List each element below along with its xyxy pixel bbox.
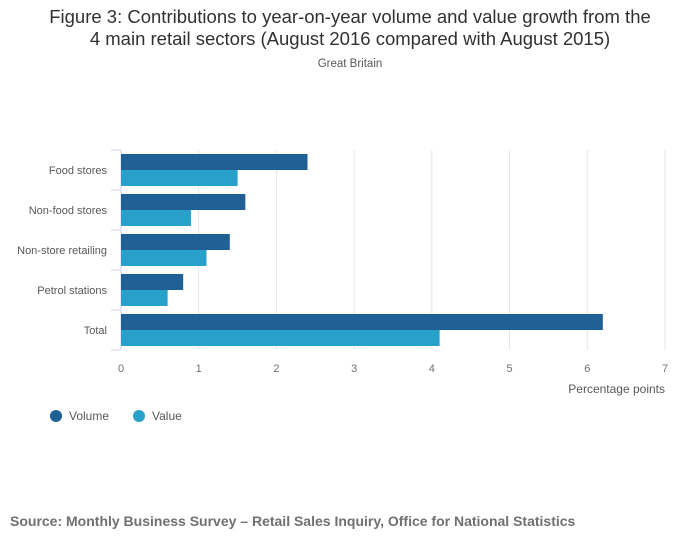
category-label: Non-food stores	[29, 205, 108, 217]
chart-subtitle: Great Britain	[317, 58, 383, 70]
bar-volume	[121, 314, 603, 330]
legend-label-volume: Volume	[69, 409, 109, 423]
chart-title-line-1: Figure 3: Contributions to year-on-year …	[49, 6, 651, 27]
x-tick-label: 6	[584, 363, 590, 375]
bar-volume	[121, 234, 230, 250]
source-note: Source: Monthly Business Survey – Retail…	[10, 513, 576, 529]
bar-value	[121, 330, 440, 346]
x-tick-label: 4	[429, 363, 435, 375]
bar-volume	[121, 274, 184, 290]
bar-volume	[121, 154, 308, 170]
bar-value	[121, 290, 168, 306]
x-tick-label: 0	[118, 363, 124, 375]
chart-title: Figure 3: Contributions to year-on-year …	[0, 6, 700, 50]
x-tick-label: 7	[662, 363, 668, 375]
x-axis-title: Percentage points	[568, 382, 665, 396]
bar-value	[121, 250, 207, 266]
bar-volume	[121, 194, 246, 210]
category-label: Petrol stations	[37, 285, 107, 297]
bar-value	[121, 210, 191, 226]
category-label: Non-store retailing	[17, 245, 107, 257]
category-label: Total	[84, 325, 107, 337]
chart-title-line-2: 4 main retail sectors (August 2016 compa…	[89, 28, 611, 49]
bar-value	[121, 170, 238, 186]
x-tick-label: 5	[507, 363, 513, 375]
legend-label-value: Value	[152, 409, 182, 423]
legend-marker-volume	[50, 410, 62, 422]
x-tick-label: 1	[196, 363, 202, 375]
x-tick-label: 2	[273, 363, 279, 375]
category-label: Food stores	[49, 165, 108, 177]
legend-marker-value	[133, 410, 145, 422]
x-tick-label: 3	[351, 363, 357, 375]
